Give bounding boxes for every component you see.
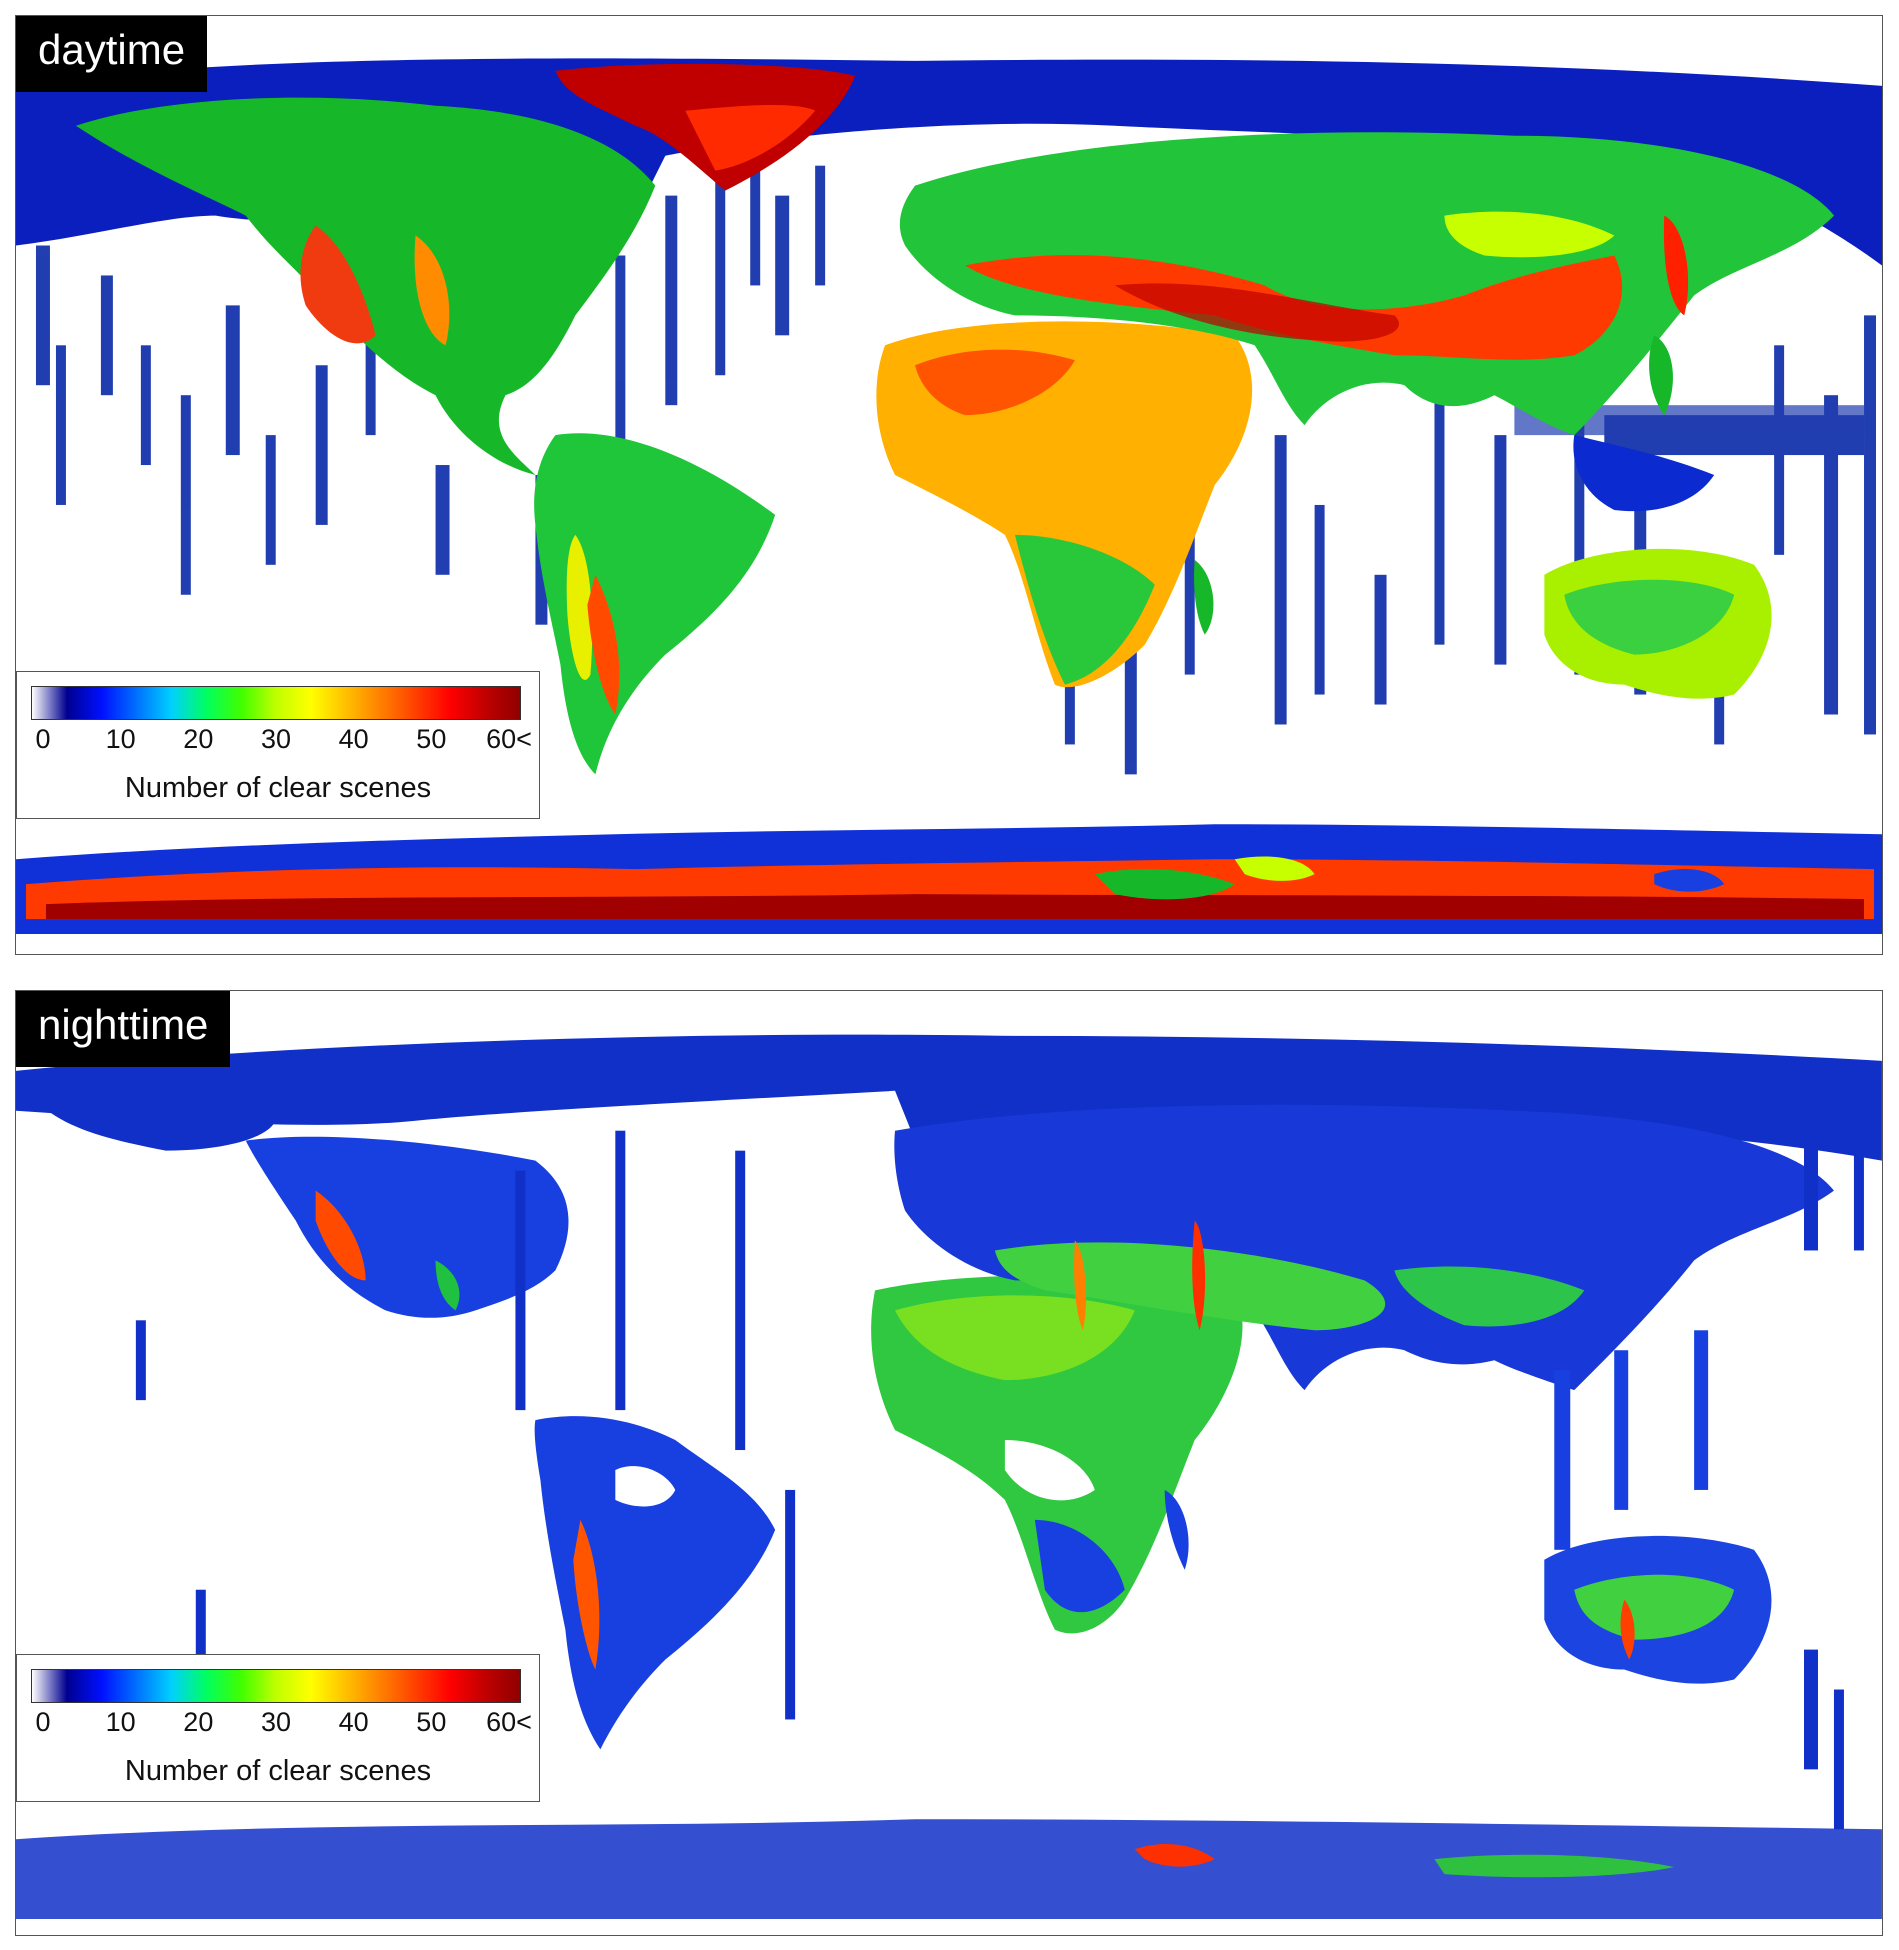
colorbar-tick-label: 40 (338, 1707, 369, 1737)
colorbar-tick-label: 0 (35, 1707, 51, 1737)
colorbar-tick-label: 10 (105, 1707, 136, 1737)
panel-label: nighttime (16, 991, 231, 1067)
panel-label: daytime (16, 16, 208, 92)
colorbar-legend: 0 10 20 30 40 50 60< Number of clear sce… (16, 1654, 540, 1802)
nighttime-map-panel: nighttime 0 10 20 30 40 50 60< Number of… (15, 990, 1883, 1936)
daytime-map (16, 58, 1882, 935)
colorbar-gradient (31, 686, 521, 720)
nighttime-map (16, 1034, 1882, 1920)
colorbar-tick-label: 10 (105, 724, 136, 754)
colorbar-title: Number of clear scenes (124, 772, 432, 804)
colorbar-legend: 0 10 20 30 40 50 60< Number of clear sce… (16, 671, 540, 819)
colorbar-tick-label: 40 (338, 724, 369, 754)
daytime-map-panel: daytime 0 10 20 30 40 50 60< Number of c… (15, 15, 1883, 955)
colorbar-tick-label: 20 (183, 1707, 214, 1737)
colorbar-tick-label: 20 (183, 724, 214, 754)
colorbar-tick-label: 30 (260, 1707, 292, 1737)
colorbar-ticks: 0 10 20 30 40 50 60< (17, 1707, 539, 1747)
colorbar-tick-label: 30 (260, 724, 292, 754)
colorbar-tick-label: 60< (486, 1707, 532, 1737)
colorbar-tick-label: 60< (486, 724, 532, 754)
colorbar-title: Number of clear scenes (124, 1755, 432, 1787)
colorbar-tick-label: 50 (416, 724, 447, 754)
colorbar-tick-label: 50 (416, 1707, 447, 1737)
colorbar-ticks: 0 10 20 30 40 50 60< (17, 724, 539, 764)
colorbar-gradient (31, 1669, 521, 1703)
colorbar-tick-label: 0 (35, 724, 51, 754)
